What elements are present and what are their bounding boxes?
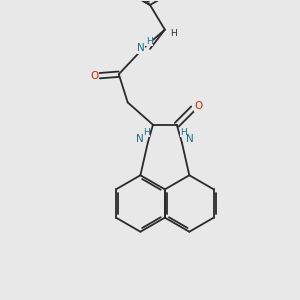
Text: N: N — [186, 134, 194, 144]
Text: H: H — [180, 128, 187, 137]
Text: N: N — [137, 44, 145, 53]
Text: N: N — [136, 134, 143, 144]
Text: O: O — [90, 71, 98, 81]
Text: H: H — [143, 128, 150, 137]
Text: H: H — [146, 37, 152, 46]
Text: O: O — [194, 101, 202, 111]
Text: H: H — [170, 29, 177, 38]
